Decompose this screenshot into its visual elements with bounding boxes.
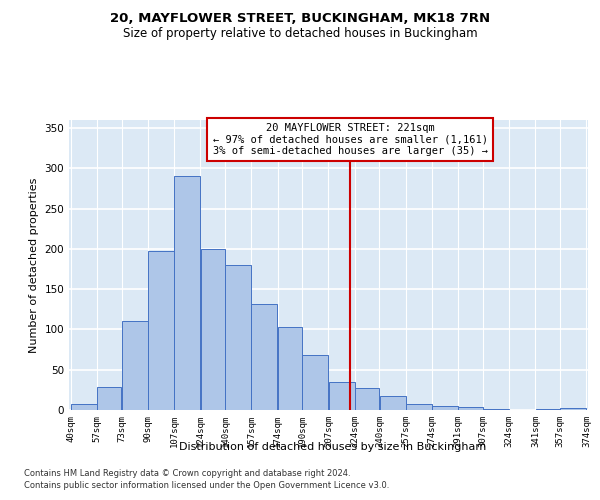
Text: Contains public sector information licensed under the Open Government Licence v3: Contains public sector information licen… xyxy=(24,481,389,490)
Bar xyxy=(302,355,328,410)
Bar xyxy=(483,409,509,410)
Bar xyxy=(560,408,586,410)
Bar xyxy=(148,250,174,410)
Text: 20, MAYFLOWER STREET, BUCKINGHAM, MK18 7RN: 20, MAYFLOWER STREET, BUCKINGHAM, MK18 7… xyxy=(110,12,490,26)
Bar xyxy=(174,176,200,410)
Y-axis label: Number of detached properties: Number of detached properties xyxy=(29,178,39,352)
Bar xyxy=(432,406,458,410)
Bar xyxy=(536,409,560,410)
Bar xyxy=(200,249,225,410)
Bar xyxy=(380,396,406,410)
Bar xyxy=(71,404,97,410)
Bar xyxy=(122,322,148,410)
Bar xyxy=(329,382,355,410)
Text: Size of property relative to detached houses in Buckingham: Size of property relative to detached ho… xyxy=(122,28,478,40)
Text: Distribution of detached houses by size in Buckingham: Distribution of detached houses by size … xyxy=(179,442,487,452)
Bar xyxy=(225,265,251,410)
Bar xyxy=(97,388,121,410)
Text: Contains HM Land Registry data © Crown copyright and database right 2024.: Contains HM Land Registry data © Crown c… xyxy=(24,468,350,477)
Bar xyxy=(458,407,483,410)
Bar xyxy=(355,388,379,410)
Text: 20 MAYFLOWER STREET: 221sqm
← 97% of detached houses are smaller (1,161)
3% of s: 20 MAYFLOWER STREET: 221sqm ← 97% of det… xyxy=(212,123,488,156)
Bar xyxy=(278,327,302,410)
Bar xyxy=(251,304,277,410)
Bar xyxy=(406,404,432,410)
